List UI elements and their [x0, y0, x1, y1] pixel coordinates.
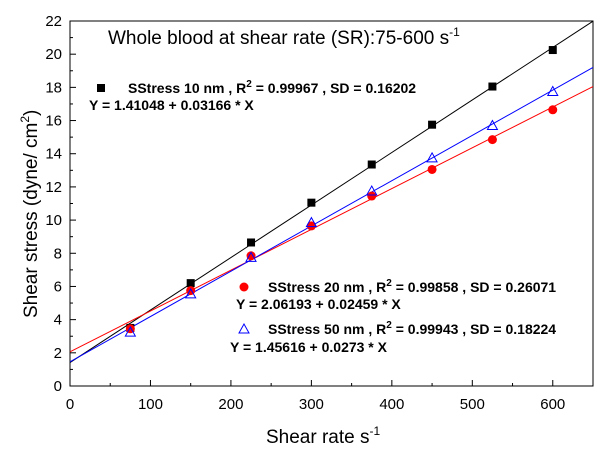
y-tick-label: 10: [45, 212, 62, 229]
y-tick-label: 18: [45, 79, 62, 96]
data-point-circle: [487, 135, 497, 145]
fit-line-series-2: [69, 66, 594, 363]
legend-equation-50nm: Y = 1.45616 + 0.0273 * X: [230, 339, 388, 355]
data-point-circle: [427, 164, 437, 174]
y-tick-label: 20: [45, 46, 62, 63]
x-axis-title: Shear rate s-1: [266, 424, 380, 448]
data-point-circle: [246, 251, 256, 261]
y-tick-label: 4: [54, 312, 62, 329]
legend-entry-50nm: SStress 50 nm , R2 = 0.99943 , SD = 0.18…: [230, 320, 556, 355]
data-point-square: [307, 198, 316, 207]
legend-entry-20nm: SStress 20 nm , R2 = 0.99858 , SD = 0.26…: [236, 278, 556, 312]
y-tick-label: 8: [54, 245, 62, 262]
y-axis-ticks: 0 2 4 6 8 10 12 14 16 18 20 22: [45, 13, 76, 395]
x-tick-label: 400: [379, 396, 404, 413]
data-point-square: [488, 82, 497, 91]
data-point-square: [367, 160, 376, 169]
data-point-triangle: [245, 251, 257, 262]
data-point-triangle: [184, 287, 197, 299]
legend-equation-20nm: Y = 2.06193 + 0.02459 * X: [236, 296, 401, 312]
data-point-circle: [306, 221, 316, 231]
y-tick-label: 16: [45, 113, 62, 130]
x-tick-label: 100: [138, 396, 163, 413]
y-tick-label: 0: [54, 378, 62, 395]
data-point-square: [186, 279, 195, 288]
data-point-circle: [548, 105, 558, 115]
data-point-triangle: [305, 216, 318, 228]
y-tick-label: 6: [54, 278, 62, 295]
x-tick-label: 300: [299, 396, 324, 413]
y-tick-label: 14: [45, 146, 62, 163]
data-point-triangle: [426, 151, 438, 163]
y-tick-label: 2: [54, 345, 62, 362]
x-tick-label: 600: [540, 396, 565, 413]
legend-marker-circle: [239, 282, 249, 292]
legend-equation-10nm: Y = 1.41048 + 0.03166 * X: [89, 97, 254, 113]
x-axis-ticks: 0 100 200 300 400 500 600: [66, 380, 565, 413]
y-axis-title: Shear stress (dyne/ cm2): [18, 110, 42, 318]
data-point-circle: [367, 191, 377, 201]
y-tick-label: 22: [45, 13, 62, 30]
legend-marker-triangle: [238, 322, 250, 334]
legend-stats-50nm: SStress 50 nm , R2 = 0.99943 , SD = 0.18…: [268, 320, 556, 337]
data-point-triangle: [124, 326, 137, 337]
x-tick-label: 500: [460, 396, 485, 413]
data-point-square: [428, 120, 437, 129]
data-point-square: [247, 238, 256, 247]
legend-entry-10nm: SStress 10 nm , R2 = 0.99967 , SD = 0.16…: [89, 79, 416, 113]
fit-line-series-0: [69, 20, 594, 364]
chart-title: Whole blood at shear rate (SR):75-600 s-…: [108, 25, 460, 49]
legend-marker-square: [97, 84, 105, 92]
data-point-triangle: [365, 185, 378, 196]
fit-line-series-1: [69, 86, 594, 353]
data-point-triangle: [546, 85, 559, 97]
fit-lines: [69, 20, 594, 364]
x-tick-label: 200: [218, 396, 243, 413]
data-point-square: [548, 46, 557, 55]
data-markers: [124, 46, 559, 337]
legend-stats-10nm: SStress 10 nm , R2 = 0.99967 , SD = 0.16…: [128, 79, 416, 96]
x-tick-label: 0: [66, 396, 74, 413]
data-point-triangle: [486, 119, 499, 131]
y-tick-label: 12: [45, 179, 62, 196]
legend-stats-20nm: SStress 20 nm , R2 = 0.99858 , SD = 0.26…: [268, 278, 556, 295]
